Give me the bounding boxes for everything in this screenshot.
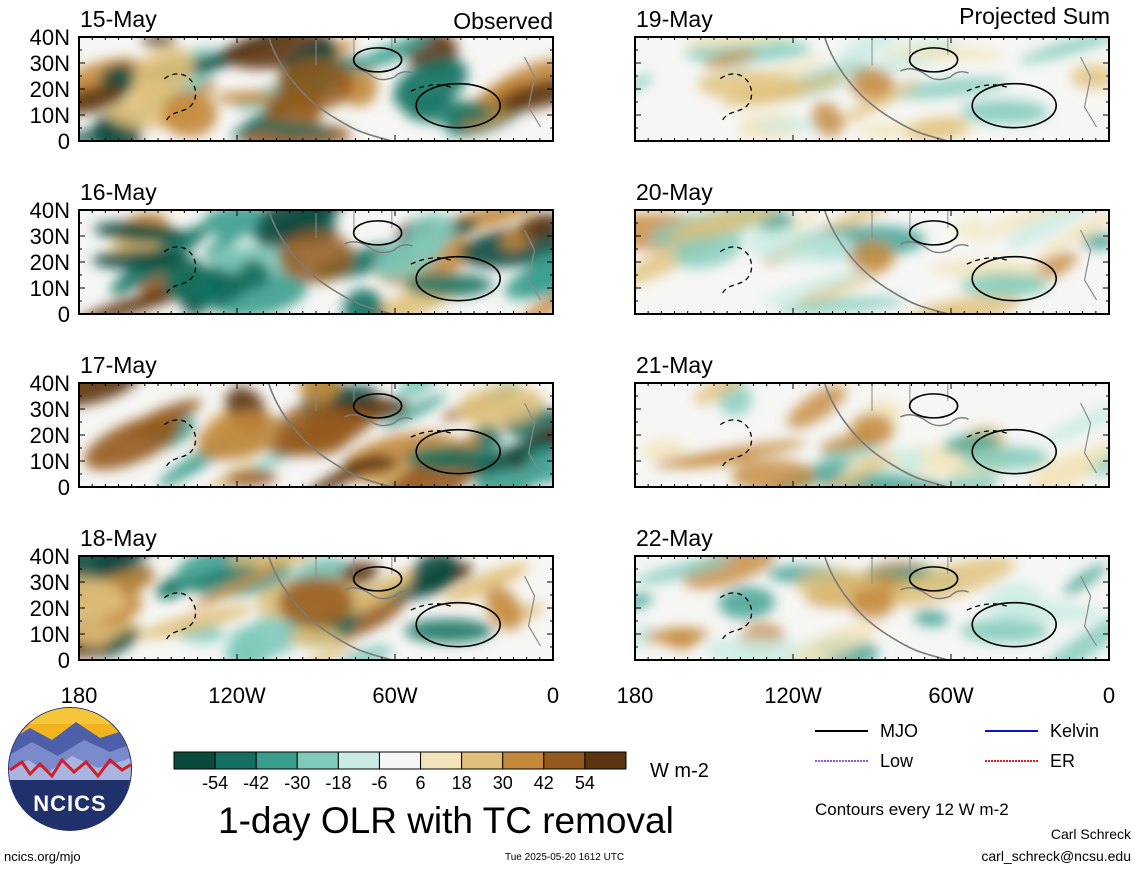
colorbar-swatch — [214, 751, 257, 770]
colorbar-swatch — [296, 751, 339, 770]
x-tick-180-left: 180 — [61, 683, 98, 708]
colorbar-label: 30 — [493, 773, 513, 793]
panel-date-right-4: 22-May — [636, 525, 713, 551]
map-panel-right-1: 19-May — [634, 6, 1110, 142]
observed-label: Observed — [453, 8, 553, 34]
projected-sum-label: Projected Sum — [959, 3, 1110, 29]
logo-text: NCICS — [33, 791, 106, 816]
y-tick-label: 40N — [30, 198, 70, 223]
y-tick-label: 20N — [30, 250, 70, 275]
y-tick-label: 20N — [30, 596, 70, 621]
colorbar-label: -18 — [325, 773, 351, 793]
y-tick-label: 10N — [30, 103, 70, 128]
y-tick-label: 0 — [58, 302, 70, 327]
y-tick-label: 20N — [30, 423, 70, 448]
y-tick-label: 10N — [30, 449, 70, 474]
colorbar-swatch — [337, 751, 380, 770]
panel-date-right-1: 19-May — [636, 6, 713, 32]
x-tick-120w-right: 120W — [764, 683, 822, 708]
y-tick-label: 30N — [30, 51, 70, 76]
colorbar-label: -6 — [371, 773, 387, 793]
map-panel-right-3: 21-May — [634, 352, 1110, 488]
y-tick-label: 0 — [58, 129, 70, 154]
x-tick-60w-right: 60W — [928, 683, 973, 708]
ncics-logo: NCICS — [8, 707, 132, 831]
contour-interval-note: Contours every 12 W m-2 — [815, 800, 1009, 819]
panel-date-left-2: 16-May — [80, 179, 157, 205]
colorbar-label: -54 — [202, 773, 228, 793]
y-tick-label: 10N — [30, 276, 70, 301]
colorbar-swatch — [378, 751, 422, 770]
x-tick-180-right: 180 — [617, 683, 654, 708]
colorbar-label: -42 — [243, 773, 269, 793]
legend-label-er: ER — [1050, 751, 1075, 771]
colorbar-label: -30 — [284, 773, 310, 793]
y-tick-label: 40N — [30, 25, 70, 50]
colorbar-swatch — [420, 751, 463, 770]
panel-date-left-3: 17-May — [80, 352, 157, 378]
colorbar-swatch — [502, 751, 545, 770]
x-tick-60w-left: 60W — [372, 683, 417, 708]
map-panel-right-4: 22-May — [634, 525, 1110, 661]
colorbar-label: 54 — [575, 773, 595, 793]
y-tick-label: 10N — [30, 622, 70, 647]
y-tick-label: 40N — [30, 371, 70, 396]
y-tick-label: 0 — [58, 648, 70, 673]
y-tick-label: 0 — [58, 475, 70, 500]
panel-date-right-3: 21-May — [636, 352, 713, 378]
units-label: W m-2 — [650, 760, 709, 782]
author-name: Carl Schreck — [1050, 826, 1131, 842]
figure-title: 1-day OLR with TC removal — [218, 800, 674, 841]
panel-date-right-2: 20-May — [636, 179, 713, 205]
legend-label-low: Low — [880, 751, 914, 771]
colorbar-swatch — [461, 751, 504, 770]
colorbar-swatch — [255, 751, 298, 770]
website-link[interactable]: ncics.org/mjo — [4, 849, 81, 864]
x-tick-0-right: 0 — [1103, 683, 1115, 708]
y-tick-label: 30N — [30, 570, 70, 595]
x-tick-0-left: 0 — [547, 683, 559, 708]
colorbar-swatch — [543, 751, 586, 770]
legend-label-kelvin: Kelvin — [1050, 721, 1099, 741]
legend-label-mjo: MJO — [880, 721, 918, 741]
timestamp: Tue 2025-05-20 1612 UTC — [505, 852, 625, 863]
colorbar-label: 18 — [452, 773, 472, 793]
author-email[interactable]: carl_schreck@ncsu.edu — [981, 848, 1131, 864]
map-panel-right-2: 20-May — [634, 179, 1110, 315]
colorbar-swatch — [173, 751, 216, 770]
panel-date-left-1: 15-May — [80, 6, 157, 32]
panel-date-left-4: 18-May — [80, 525, 157, 551]
y-tick-label: 30N — [30, 224, 70, 249]
y-tick-label: 30N — [30, 397, 70, 422]
y-tick-label: 20N — [30, 77, 70, 102]
colorbar-swatch — [584, 751, 627, 770]
colorbar: -54 -42 -30 -18 -6 6 18 30 42 54 — [173, 751, 627, 793]
contour-legend: MJO Kelvin Low ER — [815, 721, 1099, 771]
colorbar-label: 6 — [416, 773, 426, 793]
y-tick-label: 40N — [30, 544, 70, 569]
colorbar-label: 42 — [534, 773, 554, 793]
x-tick-120w-left: 120W — [208, 683, 266, 708]
